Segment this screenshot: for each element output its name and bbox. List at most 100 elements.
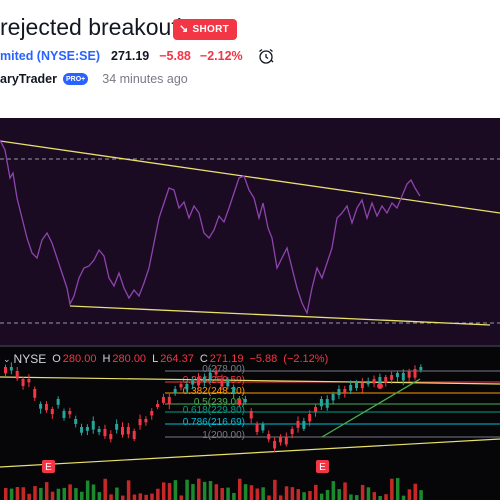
- volume-bar: [372, 492, 377, 500]
- legend-low: 264.37: [160, 353, 194, 365]
- volume-bar: [360, 484, 365, 500]
- volume-bar: [343, 482, 347, 500]
- fib-level-label: 0.618(229.80): [183, 405, 245, 416]
- volume-bar: [191, 484, 195, 500]
- volume-bar: [121, 495, 125, 500]
- volume-bar: [255, 488, 260, 500]
- published-time: 34 minutes ago: [102, 72, 188, 86]
- chevron-down-icon[interactable]: ⌄: [3, 353, 11, 364]
- volume-bar: [150, 493, 154, 500]
- short-badge-label: SHORT: [192, 24, 230, 35]
- volume-bar: [9, 488, 14, 500]
- volume-bar: [273, 479, 277, 500]
- volume-bar: [208, 481, 213, 500]
- volume-bar: [267, 495, 271, 500]
- alarm-clock-icon[interactable]: [257, 47, 275, 65]
- legend-low-label: L: [152, 353, 159, 365]
- volume-bar: [249, 485, 254, 500]
- volume-bar: [179, 495, 183, 500]
- legend-high-label: H: [102, 353, 111, 365]
- upper-trendline: [0, 140, 500, 214]
- volume-bar: [284, 486, 289, 500]
- volume-bar: [138, 493, 143, 500]
- volume-bar: [355, 495, 359, 500]
- volume-bar: [401, 495, 406, 500]
- legend-close-label: C: [199, 353, 208, 365]
- volume-bar: [103, 478, 107, 500]
- volume-bar: [4, 488, 8, 500]
- pro-plus-badge: PRO+: [62, 73, 89, 85]
- volume-bar: [296, 489, 300, 500]
- volume-bar: [331, 481, 336, 500]
- symbol-link[interactable]: mited (NYSE:SE): [0, 49, 101, 63]
- earnings-marker-label: E: [45, 462, 52, 473]
- price-chart-svg: 0(278.00)0.236(259.59)0.382(248.20)0.5(2…: [0, 362, 500, 500]
- oscillator-svg: [0, 139, 500, 326]
- legend-change: −5.88: [249, 353, 278, 365]
- author-row: aryTrader PRO+ 34 minutes ago: [0, 70, 188, 88]
- volume-bar: [202, 481, 207, 500]
- volume-bar: [21, 487, 26, 500]
- volume-bar: [337, 489, 341, 500]
- volume-bar: [197, 478, 201, 500]
- legend-symbol[interactable]: NYSE: [13, 352, 47, 366]
- volume-bar: [156, 488, 160, 500]
- volume-bar: [314, 484, 318, 500]
- fib-level-label: 1(200.00): [202, 430, 245, 441]
- chart-area[interactable]: 0(278.00)0.236(259.59)0.382(248.20)0.5(2…: [0, 118, 500, 500]
- ohlc-legend: ⌄ NYSE O 280.00 H 280.00 L 264.37 C 271.19 −…: [0, 352, 334, 366]
- fib-level-label: 0.786(216.69): [183, 417, 245, 428]
- legend-close: 271.19: [209, 353, 244, 365]
- volume-bar: [278, 495, 283, 500]
- earnings-marker-label: E: [319, 462, 326, 473]
- volume-bar: [238, 478, 242, 500]
- volume-bar: [325, 489, 330, 500]
- volume-bar: [68, 484, 72, 500]
- symbol-change-percent: −2.12%: [199, 49, 243, 63]
- volume-bar: [132, 494, 137, 500]
- volume-bar: [97, 492, 102, 500]
- volume-bar: [15, 487, 20, 500]
- volume-bar: [390, 478, 394, 500]
- volume-bar: [74, 488, 78, 500]
- earnings-marker-2[interactable]: E: [316, 460, 329, 473]
- volume-bar: [413, 483, 417, 500]
- volume-bar: [126, 480, 131, 500]
- volume-bar: [56, 488, 61, 500]
- green-trendline: [321, 378, 421, 438]
- volume-bar: [115, 487, 119, 500]
- idea-header: rejected breakout) ↘ SHORT mited (NYSE:S…: [0, 0, 500, 118]
- oscillator-pane[interactable]: [0, 118, 500, 345]
- volume-bar: [50, 491, 55, 500]
- volume-bar: [185, 479, 189, 500]
- symbol-row: mited (NYSE:SE) 271.19 −5.88 −2.12%: [0, 46, 275, 66]
- legend-change-percent: (−2.12%): [283, 353, 329, 365]
- symbol-change: −5.88: [159, 49, 191, 63]
- volume-bar: [308, 491, 312, 500]
- volume-bar: [407, 489, 412, 500]
- volume-bar: [27, 493, 31, 500]
- volume-bar: [62, 487, 66, 500]
- pane-separator[interactable]: [0, 345, 500, 347]
- volume-bar: [80, 491, 84, 500]
- legend-open: 280.00: [62, 353, 97, 365]
- price-upper-trendline: [0, 376, 500, 385]
- volume-bar: [167, 483, 172, 500]
- price-lower-trendline: [0, 438, 500, 468]
- lower-trendline: [69, 305, 491, 326]
- volume-bar: [85, 480, 90, 500]
- volume-bar: [44, 482, 49, 500]
- volume-bar: [144, 494, 148, 500]
- price-pane[interactable]: 0(278.00)0.236(259.59)0.382(248.20)0.5(2…: [0, 347, 500, 500]
- volume-bar: [349, 494, 353, 500]
- volume-bar: [261, 487, 265, 500]
- earnings-marker-1[interactable]: E: [42, 460, 55, 473]
- short-badge: ↘ SHORT: [173, 19, 238, 40]
- volume-bar: [395, 478, 400, 500]
- idea-title: rejected breakout): [0, 14, 186, 40]
- volume-bar: [243, 484, 248, 500]
- volume-bar: [161, 482, 166, 500]
- legend-high: 280.00: [112, 353, 147, 365]
- volume-bar: [173, 480, 178, 500]
- author-name[interactable]: aryTrader: [0, 72, 57, 86]
